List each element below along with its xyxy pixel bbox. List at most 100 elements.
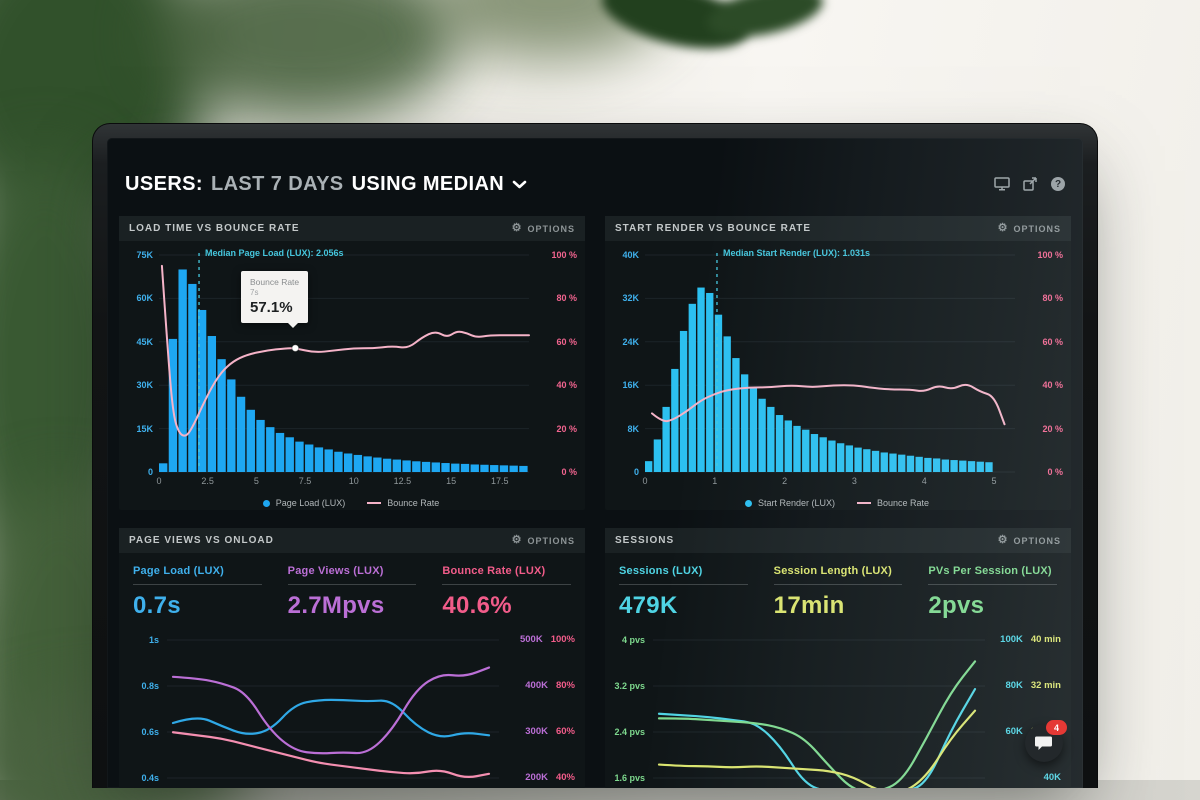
options-button[interactable]: ⚙ OPTIONS [512, 535, 575, 546]
display-icon[interactable] [994, 177, 1010, 191]
histogram-bar [305, 444, 314, 472]
x-axis-tick: 0 [642, 476, 648, 486]
histogram-bar [295, 441, 304, 472]
histogram-bar [985, 462, 993, 472]
chat-button[interactable]: 4 [1025, 720, 1067, 762]
hover-marker [291, 344, 300, 352]
x-axis-tick: 12.5 [393, 476, 412, 486]
histogram-bar [236, 396, 246, 472]
y-axis-tick: 0.6s [141, 727, 159, 737]
panel-header: START RENDER VS BOUNCE RATE ⚙ OPTIONS [605, 216, 1071, 241]
histogram-bar [845, 445, 854, 472]
options-button[interactable]: ⚙ OPTIONS [998, 223, 1061, 234]
histogram-bar [697, 287, 705, 472]
gear-icon: ⚙ [511, 222, 523, 234]
histogram-bar [188, 283, 197, 472]
y-axis-tick: 2.4 pvs [614, 727, 645, 737]
y-axis-tick: 8K [627, 423, 639, 434]
y-axis-tick: 40K [622, 250, 639, 260]
histogram-bar [159, 463, 168, 472]
panel-load-time: LOAD TIME VS BOUNCE RATE ⚙ OPTIONS Bounc… [119, 216, 585, 510]
y2-axis-row: 300K 60% [497, 726, 575, 737]
y-axis-tick: 4 pvs [621, 635, 645, 645]
x-axis-tick: 5 [991, 476, 997, 486]
y-axis-tick: 60K [136, 293, 153, 304]
histogram-bar [723, 336, 731, 472]
options-label: OPTIONS [527, 535, 575, 546]
histogram-bar [767, 406, 775, 472]
histogram-bar [898, 454, 906, 472]
legend-item[interactable]: Bounce Rate [367, 498, 439, 508]
histogram-bar [499, 465, 509, 472]
stat-value: 0.7s [133, 592, 181, 619]
page-views-chart: 1s 0.8s 0.6s 0.4s 500K 100% 400K 80% 300K 60% 200K… [125, 628, 575, 788]
histogram-bar [392, 459, 402, 472]
legend-item[interactable]: Bounce Rate [856, 498, 929, 508]
histogram-bar [509, 465, 518, 472]
options-button[interactable]: ⚙ OPTIONS [998, 535, 1061, 546]
histogram-bar [863, 449, 871, 472]
stat-value: 40.6% [442, 592, 512, 619]
histogram-bar [758, 398, 766, 472]
chevron-down-icon[interactable] [512, 180, 527, 189]
histogram-bar [412, 461, 421, 472]
start-render-chart: Median Start Render (LUX): 1.031s 40K 32K 2… [611, 245, 1063, 510]
y2-unit-label: 40 min [1030, 634, 1061, 645]
histogram-bar [775, 415, 784, 472]
legend-line-icon [856, 502, 871, 504]
histogram-bar [784, 420, 792, 472]
panel-grid: LOAD TIME VS BOUNCE RATE ⚙ OPTIONS Bounc… [119, 216, 1071, 788]
stat-divider [442, 584, 572, 585]
legend-item[interactable]: Page Load (LUX) [262, 498, 345, 508]
y2-axis-row: 400K 80% [497, 680, 575, 691]
chart-canvas [167, 639, 499, 779]
y-axis-tick: 0.8s [141, 681, 159, 691]
panel-sessions: SESSIONS ⚙ OPTIONS Sessions (LUX) 479K [605, 528, 1071, 788]
histogram-bar [645, 461, 653, 472]
options-button[interactable]: ⚙ OPTIONS [512, 223, 575, 234]
share-icon[interactable] [1023, 177, 1038, 191]
page-title[interactable]: USERS: LAST 7 DAYS USING MEDIAN [125, 173, 527, 196]
y2-unit-label: 80% [555, 680, 575, 691]
panel-header: SESSIONS ⚙ OPTIONS [605, 528, 1071, 553]
x-axis-tick: 15 [446, 476, 457, 486]
y2-axis-tick: 0 % [561, 467, 577, 477]
histogram-bar [490, 465, 499, 472]
legend-label: Start Render (LUX) [757, 498, 835, 508]
y2-value-label: 80K [1005, 680, 1023, 691]
laptop-screen: USERS: LAST 7 DAYS USING MEDIAN [107, 138, 1083, 788]
y-axis-tick: 30K [136, 380, 153, 391]
laptop: USERS: LAST 7 DAYS USING MEDIAN [92, 123, 1098, 788]
histogram-bar [421, 461, 431, 472]
tooltip-value: 57.1% [250, 299, 293, 316]
median-annotation: Median Page Load (LUX): 2.056s [205, 248, 344, 258]
stat-divider [928, 584, 1058, 585]
histogram-bar [793, 425, 801, 472]
stat-page-load: Page Load (LUX) 0.7s [133, 565, 262, 620]
help-icon[interactable]: ? [1051, 177, 1065, 191]
y2-axis-row: 200K 40% [497, 772, 575, 783]
options-label: OPTIONS [527, 223, 575, 234]
y-axis-tick: 16K [622, 380, 639, 391]
y2-unit-label: 100% [550, 634, 575, 645]
stat-label: Bounce Rate (LUX) [442, 565, 546, 577]
y2-axis-tick: 80 % [556, 293, 577, 304]
series-line [171, 698, 491, 738]
y-axis-tick: 1.6 pvs [614, 773, 645, 783]
y2-axis-tick: 80 % [1042, 293, 1063, 304]
histogram-bar [402, 460, 411, 472]
x-axis-tick: 1 [712, 476, 718, 486]
stat-label: Page Views (LUX) [287, 565, 384, 577]
histogram-bar [915, 456, 923, 472]
histogram-bar [353, 454, 363, 472]
stat-bounce-rate: Bounce Rate (LUX) 40.6% [442, 565, 572, 620]
series-line [657, 660, 977, 788]
histogram-bar [256, 419, 265, 472]
histogram-bar [207, 336, 217, 472]
stat-value: 17min [773, 592, 845, 619]
legend-dot-icon [744, 499, 752, 507]
series-line [171, 666, 491, 755]
title-users: USERS: [125, 172, 203, 195]
legend-item[interactable]: Start Render (LUX) [744, 498, 835, 508]
y2-value-label: 100K [1000, 634, 1023, 645]
